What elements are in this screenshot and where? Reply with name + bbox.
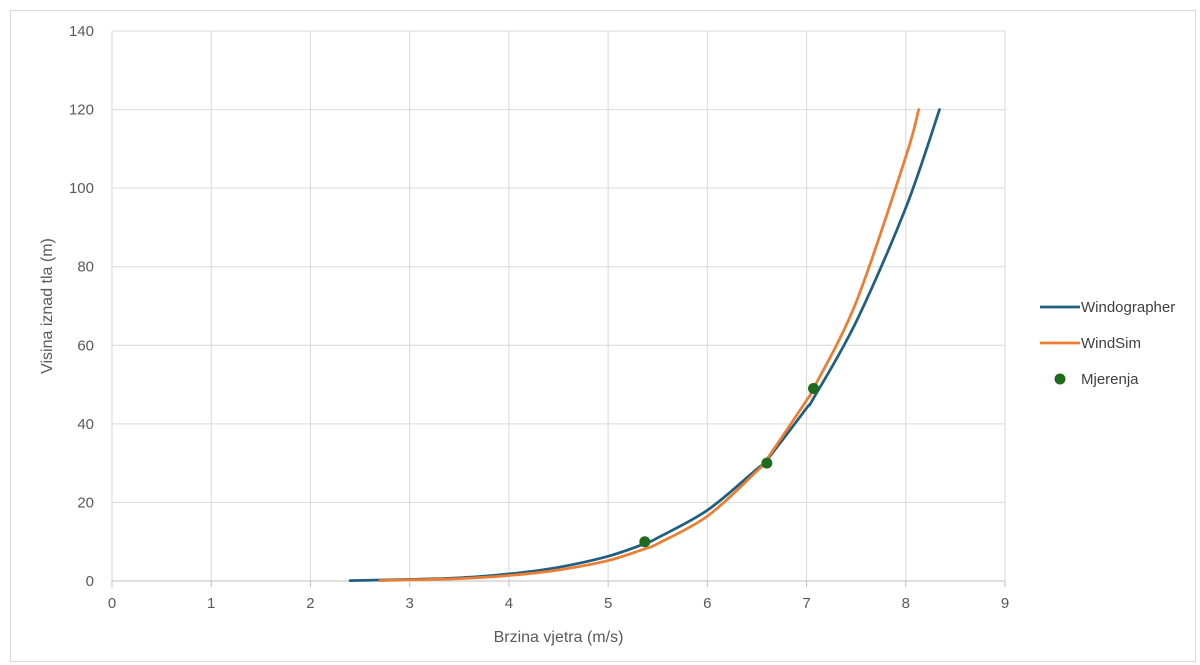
x-tick-label: 1: [207, 595, 215, 612]
x-tick-label: 7: [802, 595, 810, 612]
legend: Windographer WindSim Mjerenja: [1040, 299, 1175, 388]
y-tick-label: 0: [86, 573, 94, 590]
axes: 0 20 40 60 80 100 120 140 0 1 2 3 4 5 6 7 8 9: [69, 23, 1009, 612]
x-tick-label: 2: [306, 595, 314, 612]
y-tick-label: 140: [69, 23, 94, 40]
y-tick-label: 100: [69, 180, 94, 197]
data-point-mjerenja: [808, 383, 820, 394]
y-tick-label: 20: [77, 494, 94, 511]
data-point-mjerenja: [639, 536, 651, 548]
x-tick-label: 8: [902, 595, 910, 612]
legend-label-windographer: Windographer: [1081, 299, 1175, 316]
y-tick-label: 120: [69, 102, 94, 119]
legend-swatch-mjerenja: [1054, 373, 1066, 385]
chart-frame: [10, 10, 1196, 662]
x-tick-label: 9: [1001, 595, 1009, 612]
series: [348, 108, 941, 582]
x-tick-label: 0: [108, 595, 116, 612]
x-tick-label: 4: [505, 595, 513, 612]
x-tick-label: 5: [604, 595, 612, 612]
y-axis-title: Visina iznad tla (m): [39, 238, 56, 374]
y-tick-label: 40: [77, 416, 94, 433]
x-tick-label: 6: [703, 595, 711, 612]
gridlines: [111, 30, 1006, 581]
y-tick-label: 80: [77, 259, 94, 276]
legend-label-mjerenja: Mjerenja: [1081, 371, 1139, 388]
x-axis-title: Brzina vjetra (m/s): [494, 629, 624, 646]
legend-label-windsim: WindSim: [1081, 335, 1141, 352]
series-line-windsim: [378, 108, 921, 582]
y-tick-label: 60: [77, 337, 94, 354]
x-tick-label: 3: [405, 595, 413, 612]
data-point-mjerenja: [761, 457, 773, 469]
